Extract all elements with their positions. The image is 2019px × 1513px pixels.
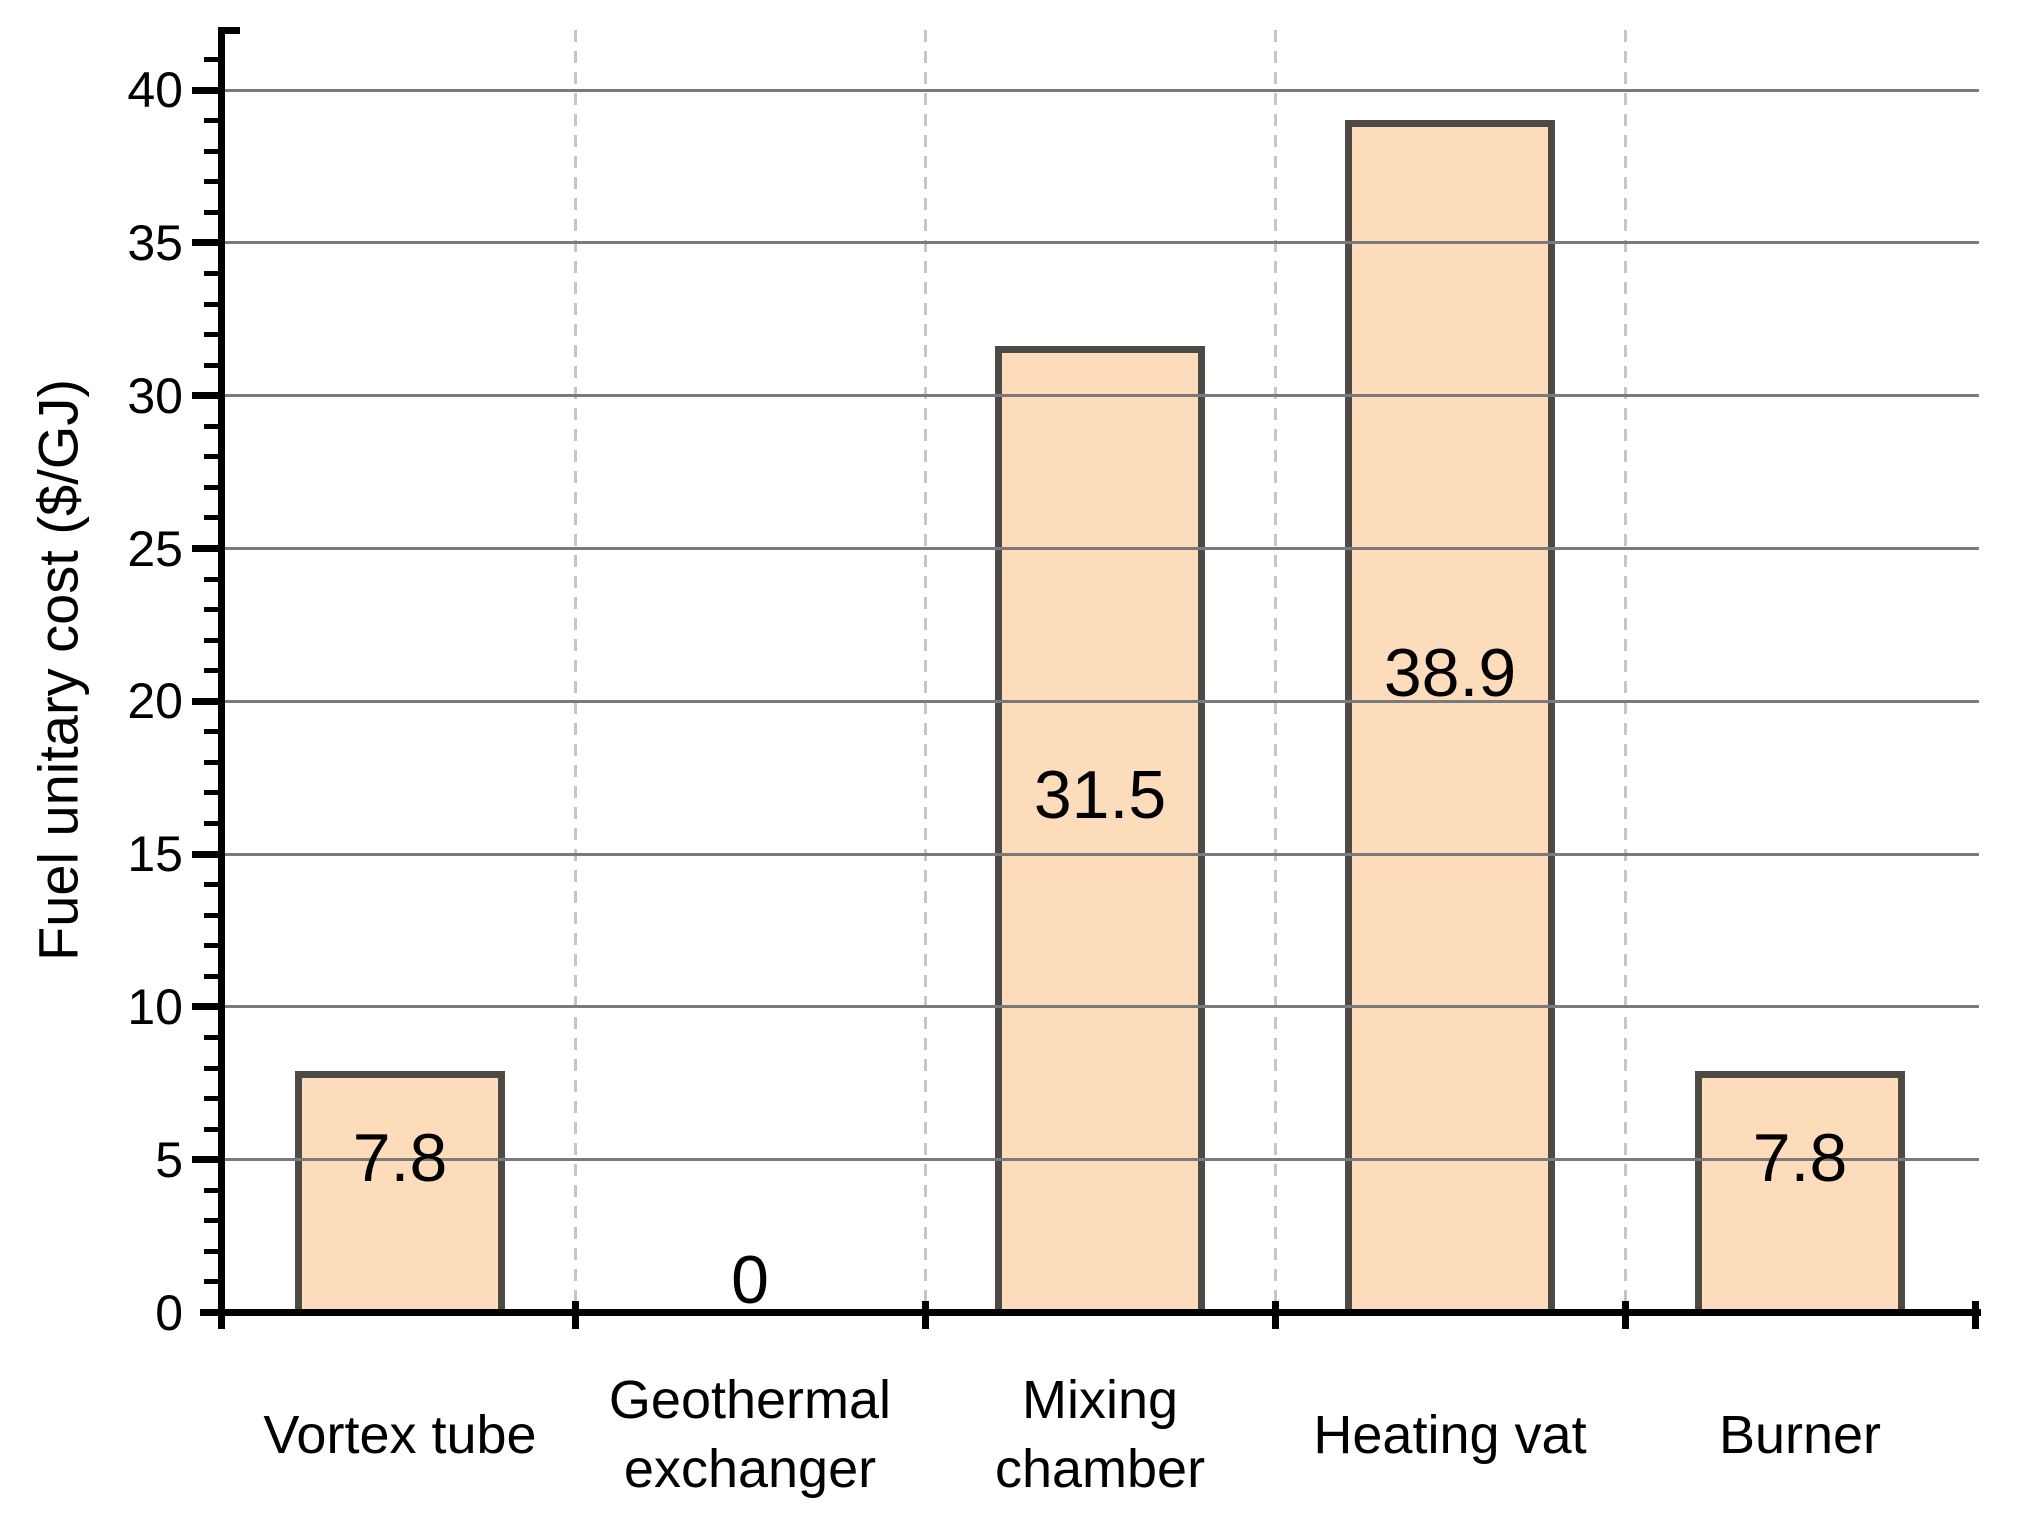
y-major-tick [192, 86, 218, 94]
y-minor-tick [204, 943, 218, 949]
y-minor-tick [204, 759, 218, 765]
y-axis-spine [218, 27, 225, 1329]
y-minor-tick [204, 1034, 218, 1040]
category-label: Vortex tube [263, 1404, 537, 1465]
h-gridline [225, 241, 1979, 245]
y-tick-label: 10 [127, 978, 183, 1035]
v-gridline [1273, 30, 1277, 1309]
y-major-tick [192, 545, 218, 552]
h-gridline [225, 88, 1979, 92]
y-minor-tick [204, 576, 218, 582]
v-gridline [923, 30, 927, 1309]
y-tick-label: 40 [127, 62, 183, 119]
y-minor-tick [204, 1096, 218, 1102]
y-minor-tick [204, 1065, 218, 1071]
y-minor-tick [204, 301, 218, 307]
y-minor-tick [204, 912, 218, 918]
y-minor-tick [204, 607, 218, 613]
v-gridline [573, 30, 577, 1309]
y-major-tick [192, 697, 218, 705]
y-minor-tick [204, 118, 218, 124]
category-label: Heating vat [1313, 1404, 1587, 1465]
y-minor-tick [204, 57, 218, 63]
y-minor-tick [204, 637, 218, 643]
h-gridline [225, 394, 1979, 398]
y-minor-tick [204, 423, 218, 429]
y-axis-top-cap-tick [218, 27, 240, 34]
bar-value-label: 0 [731, 1241, 769, 1318]
y-tick-label: 5 [155, 1131, 183, 1188]
h-gridline [225, 699, 1979, 703]
y-minor-tick [204, 209, 218, 215]
y-minor-tick [204, 148, 218, 154]
y-minor-tick [204, 729, 218, 735]
y-minor-tick [204, 362, 218, 368]
y-minor-tick [204, 332, 218, 338]
y-minor-tick [204, 790, 218, 796]
y-minor-tick [204, 1248, 218, 1254]
y-minor-tick [204, 1187, 218, 1193]
y-minor-tick [204, 973, 218, 979]
h-gridline [225, 1158, 1979, 1162]
h-gridline [225, 547, 1979, 550]
category-label: Geothermal exchanger [608, 1370, 892, 1499]
bar-value-label: 31.5 [1033, 756, 1167, 833]
y-major-tick [192, 1003, 218, 1011]
y-major-tick [192, 850, 218, 858]
y-minor-tick [204, 515, 218, 521]
y-major-tick [192, 392, 218, 400]
v-gridline [1623, 30, 1627, 1309]
y-tick-label: 20 [127, 673, 183, 730]
bar [1345, 120, 1555, 1316]
h-gridline [225, 1005, 1979, 1009]
h-gridline [225, 852, 1979, 856]
y-tick-label: 25 [127, 520, 183, 577]
x-axis-category-labels: Vortex tube Geothermal exchanger Mixing ch… [225, 1360, 1975, 1510]
category-label: Burner [1718, 1404, 1882, 1465]
y-tick-label: 0 [155, 1284, 183, 1341]
y-minor-tick [204, 1126, 218, 1132]
y-minor-tick [204, 484, 218, 490]
bar-value-label: 7.8 [1752, 1119, 1848, 1196]
bar-value-label: 7.8 [352, 1119, 448, 1196]
y-tick-label: 30 [127, 367, 183, 424]
y-minor-tick [204, 270, 218, 276]
y-tick-label: 15 [127, 826, 183, 883]
y-minor-tick [204, 821, 218, 827]
y-major-tick [192, 1156, 218, 1164]
bar [995, 346, 1205, 1316]
x-axis-line [200, 1309, 1981, 1316]
y-tick-label: 35 [127, 214, 183, 271]
category-label: Mixing chamber [994, 1370, 1206, 1499]
y-major-tick [192, 239, 218, 247]
y-minor-tick [204, 1279, 218, 1285]
y-minor-tick [204, 454, 218, 460]
y-minor-tick [204, 179, 218, 185]
bar-value-label: 38.9 [1383, 634, 1517, 711]
y-minor-tick [204, 1218, 218, 1224]
y-minor-tick [204, 882, 218, 888]
y-minor-tick [204, 668, 218, 674]
